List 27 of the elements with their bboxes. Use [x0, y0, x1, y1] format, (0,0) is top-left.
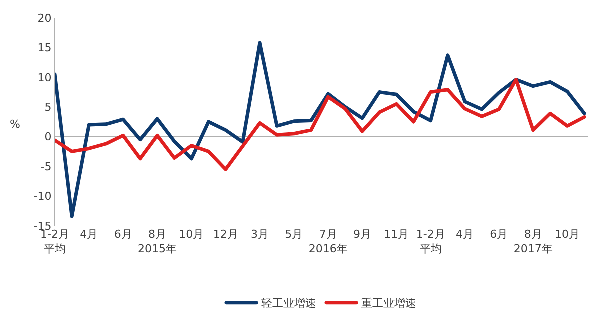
x-tick-label: 5月: [285, 228, 304, 241]
y-tick-label: 20: [38, 12, 52, 25]
x-tick-label: 8月 2017年: [514, 228, 553, 256]
y-axis-title: %: [10, 118, 20, 131]
y-tick-label: 15: [38, 42, 52, 55]
x-tick-label: 9月: [354, 228, 372, 241]
y-tick-label: 5: [44, 100, 52, 114]
x-tick-label: 7月 2016年: [308, 228, 348, 256]
y-tick-label: 0: [44, 130, 52, 144]
x-tick-label: 12月: [213, 228, 238, 241]
x-tick-label: 4月: [456, 228, 474, 241]
legend-label: 轻工业增速: [262, 297, 316, 310]
x-tick-label: 3月: [251, 228, 269, 241]
x-tick-label: 10月: [555, 228, 580, 241]
y-tick-label: -10: [34, 190, 52, 204]
x-tick-label: 11月: [384, 228, 410, 241]
x-tick-label: 4月: [80, 228, 98, 241]
x-tick-label: 8月 2015年: [138, 228, 177, 256]
legend-label: 重工业增速: [362, 297, 416, 310]
x-tick-label: 10月: [179, 228, 204, 241]
x-tick-label: 1-2月平均: [416, 228, 446, 256]
line-series: [55, 78, 586, 172]
y-tick-label: -5: [40, 160, 52, 174]
x-tick-label: 6月: [490, 228, 508, 241]
x-tick-label: 6月: [114, 228, 132, 241]
y-tick-label: 10: [38, 71, 52, 84]
line-series: [55, 41, 586, 218]
